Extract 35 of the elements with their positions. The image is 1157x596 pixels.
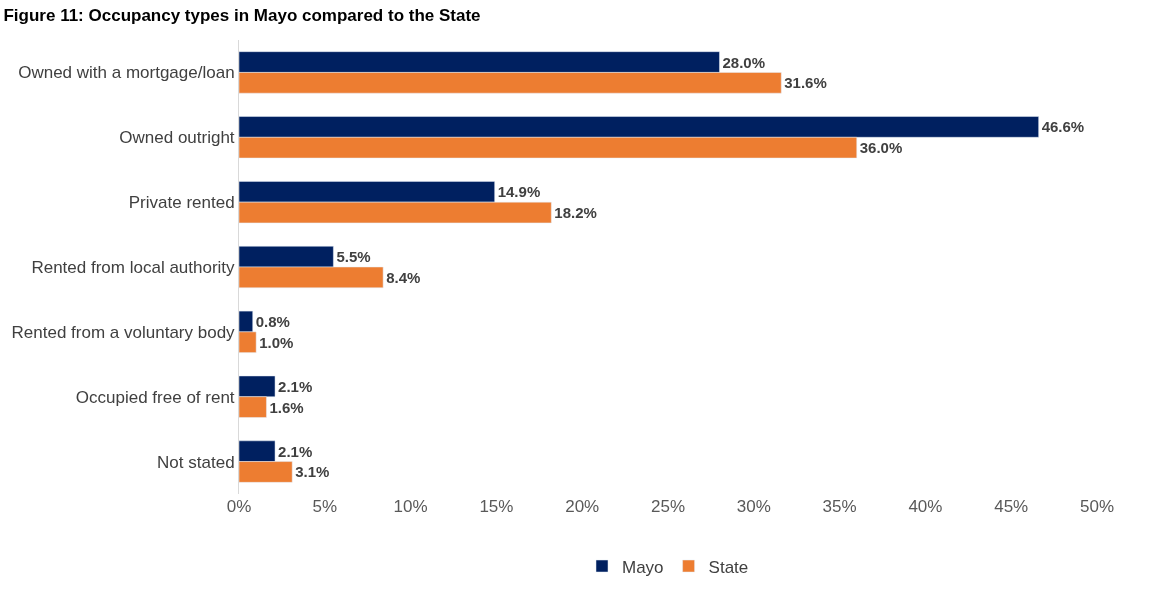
y-tick-label: Occupied free of rent — [75, 387, 235, 407]
y-tick-label: Not stated — [157, 452, 235, 472]
legend-label: Mayo — [622, 557, 664, 577]
data-label: 1.0% — [259, 333, 294, 351]
data-label: 3.1% — [295, 463, 330, 481]
data-label: 1.6% — [269, 398, 304, 416]
x-tick-label: 20% — [565, 497, 600, 516]
x-tick-label: 50% — [1079, 497, 1115, 516]
x-tick-label: 40% — [908, 497, 943, 516]
data-label: 8.4% — [386, 268, 421, 286]
data-label: 5.5% — [336, 248, 371, 266]
x-tick-label: 5% — [312, 497, 338, 516]
data-label: 2.1% — [278, 442, 313, 460]
y-tick-label: Private rented — [128, 193, 235, 213]
data-label: 14.9% — [497, 183, 541, 201]
y-tick-label: Owned with a mortgage/loan — [18, 63, 235, 83]
x-tick-label: 30% — [736, 497, 771, 516]
data-label: 36.0% — [859, 139, 903, 157]
y-tick-label: Owned outright — [119, 128, 235, 148]
x-tick-label: 0% — [226, 497, 252, 516]
y-tick-label: Rented from a voluntary body — [11, 322, 236, 342]
x-tick-label: 10% — [393, 497, 428, 516]
x-tick-label: 35% — [822, 497, 857, 516]
data-label: 46.6% — [1041, 118, 1085, 136]
data-label: 2.1% — [278, 377, 313, 395]
x-tick-label: 15% — [479, 497, 514, 516]
x-tick-label: 25% — [650, 497, 686, 516]
data-label: 0.8% — [255, 312, 290, 330]
data-label: 18.2% — [554, 204, 597, 222]
data-label: 31.6% — [784, 74, 827, 92]
x-tick-label: 45% — [994, 497, 1029, 516]
legend-label: State — [708, 557, 749, 577]
data-label: 28.0% — [722, 53, 766, 71]
y-tick-label: Rented from local authority — [31, 257, 236, 277]
chart-title: Figure 11: Occupancy types in Mayo compared to the State — [3, 5, 481, 25]
